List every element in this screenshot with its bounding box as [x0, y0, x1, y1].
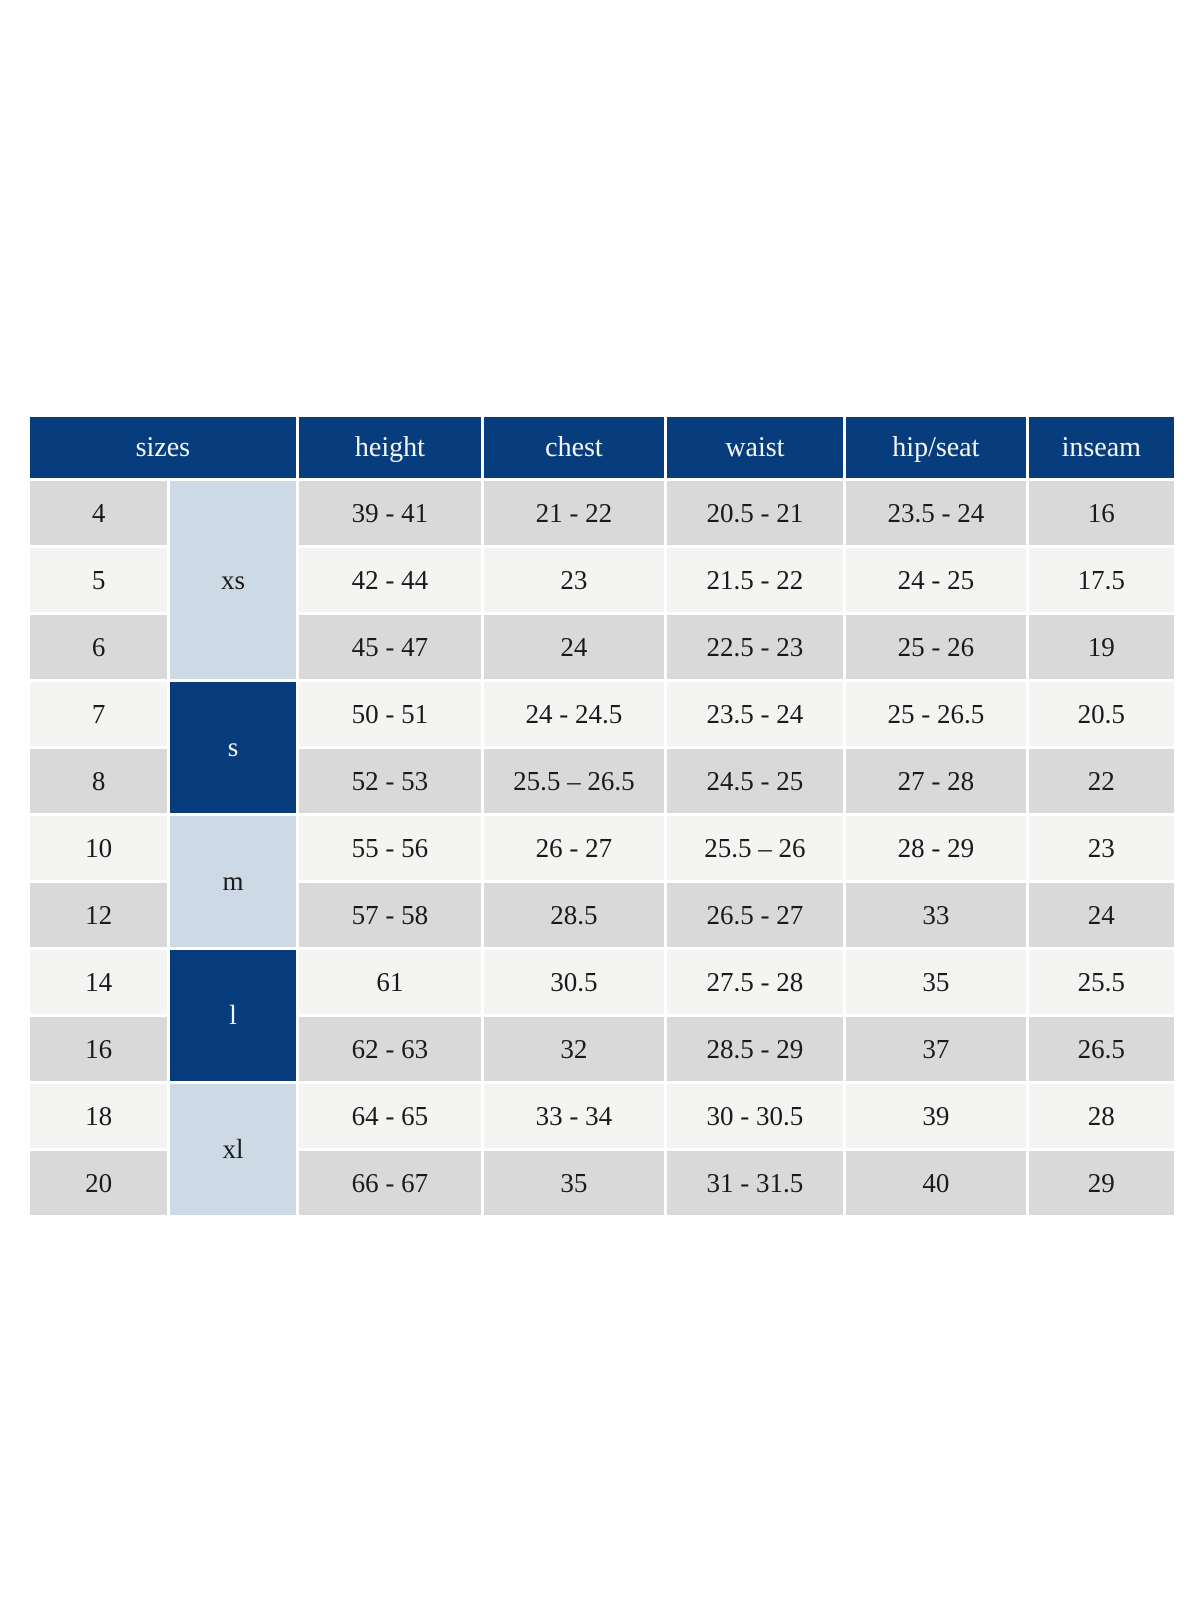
hip-seat-cell: 39: [846, 1084, 1026, 1148]
inseam-cell: 23: [1028, 816, 1174, 880]
inseam-cell: 25.5: [1028, 950, 1174, 1014]
waist-cell: 27.5 - 28: [666, 950, 844, 1014]
waist-cell: 25.5 – 26: [666, 816, 844, 880]
hip-seat-cell: 23.5 - 24: [846, 481, 1026, 545]
waist-cell: 28.5 - 29: [666, 1017, 844, 1081]
table-row-size-18: 18 xl 64 - 65 33 - 34 30 - 30.5 39 28: [30, 1084, 1174, 1215]
chest-cell: 35: [484, 1151, 664, 1215]
height-cell: 50 - 51: [298, 682, 482, 746]
chest-cell: 30.5: [484, 950, 664, 1014]
header-cell-sizes: sizes: [30, 417, 296, 478]
table-row-size-20: 20 66 - 67 35 31 - 31.5 40 29: [30, 1151, 1174, 1215]
table-row-size-12: 12 57 - 58 28.5 26.5 - 27 33 24: [30, 883, 1174, 947]
chest-cell: 26 - 27: [484, 816, 664, 880]
height-cell: 55 - 56: [298, 816, 482, 880]
height-cell: 62 - 63: [298, 1017, 482, 1081]
height-cell: 39 - 41: [298, 481, 482, 545]
waist-cell: 30 - 30.5: [666, 1084, 844, 1148]
header-cell-height: height: [298, 417, 482, 478]
height-cell: 64 - 65: [298, 1084, 482, 1148]
header-cell-hip-seat: hip/seat: [846, 417, 1026, 478]
waist-cell: 22.5 - 23: [666, 615, 844, 679]
inseam-cell: 28: [1028, 1084, 1174, 1148]
hip-seat-cell: 25 - 26.5: [846, 682, 1026, 746]
hip-seat-cell: 24 - 25: [846, 548, 1026, 612]
size-number-cell: 18: [30, 1084, 168, 1148]
height-cell: 45 - 47: [298, 615, 482, 679]
waist-cell: 20.5 - 21: [666, 481, 844, 545]
hip-seat-cell: 33: [846, 883, 1026, 947]
hip-seat-cell: 37: [846, 1017, 1026, 1081]
height-cell: 42 - 44: [298, 548, 482, 612]
chest-cell: 25.5 – 26.5: [484, 749, 664, 813]
table-row-size-7: 7 s 50 - 51 24 - 24.5 23.5 - 24 25 - 26.5 20.5: [30, 682, 1174, 813]
size-number-cell: 5: [30, 548, 168, 612]
height-cell: 57 - 58: [298, 883, 482, 947]
size-group-cell-l: l: [170, 950, 296, 1081]
inseam-cell: 20.5: [1028, 682, 1174, 746]
inseam-cell: 16: [1028, 481, 1174, 545]
size-number-cell: 6: [30, 615, 168, 679]
size-number-cell: 7: [30, 682, 168, 746]
hip-seat-cell: 35: [846, 950, 1026, 1014]
size-number-cell: 8: [30, 749, 168, 813]
size-group-cell-xs: xs: [170, 481, 296, 679]
size-number-cell: 16: [30, 1017, 168, 1081]
header-row: sizes height chest waist hip/seat inseam: [30, 417, 1174, 478]
waist-cell: 21.5 - 22: [666, 548, 844, 612]
table-row-size-6: 6 45 - 47 24 22.5 - 23 25 - 26 19: [30, 615, 1174, 679]
chest-cell: 24: [484, 615, 664, 679]
header-cell-waist: waist: [666, 417, 844, 478]
hip-seat-cell: 28 - 29: [846, 816, 1026, 880]
table-row-size-5: 5 42 - 44 23 21.5 - 22 24 - 25 17.5: [30, 548, 1174, 612]
inseam-cell: 17.5: [1028, 548, 1174, 612]
size-number-cell: 14: [30, 950, 168, 1014]
size-number-cell: 10: [30, 816, 168, 880]
waist-cell: 26.5 - 27: [666, 883, 844, 947]
hip-seat-cell: 40: [846, 1151, 1026, 1215]
inseam-cell: 24: [1028, 883, 1174, 947]
header-cell-inseam: inseam: [1028, 417, 1174, 478]
size-number-cell: 12: [30, 883, 168, 947]
size-chart-body: 4 xs 39 - 41 21 - 22 20.5 - 21 23.5 - 24 16 5 42…: [30, 481, 1174, 1215]
inseam-cell: 26.5: [1028, 1017, 1174, 1081]
size-chart-header: sizes height chest waist hip/seat inseam: [30, 417, 1174, 478]
table-row-size-14: 14 l 61 30.5 27.5 - 28 35 25.5: [30, 950, 1174, 1081]
inseam-cell: 19: [1028, 615, 1174, 679]
waist-cell: 23.5 - 24: [666, 682, 844, 746]
inseam-cell: 29: [1028, 1151, 1174, 1215]
chest-cell: 33 - 34: [484, 1084, 664, 1148]
size-number-cell: 20: [30, 1151, 168, 1215]
table-row-size-10: 10 m 55 - 56 26 - 27 25.5 – 26 28 - 29 23: [30, 816, 1174, 947]
chest-cell: 24 - 24.5: [484, 682, 664, 746]
chest-cell: 23: [484, 548, 664, 612]
waist-cell: 24.5 - 25: [666, 749, 844, 813]
size-group-cell-s: s: [170, 682, 296, 813]
header-cell-chest: chest: [484, 417, 664, 478]
size-number-cell: 4: [30, 481, 168, 545]
size-group-cell-m: m: [170, 816, 296, 947]
size-group-cell-xl: xl: [170, 1084, 296, 1215]
table-row-size-16: 16 62 - 63 32 28.5 - 29 37 26.5: [30, 1017, 1174, 1081]
chest-cell: 21 - 22: [484, 481, 664, 545]
hip-seat-cell: 27 - 28: [846, 749, 1026, 813]
chest-cell: 32: [484, 1017, 664, 1081]
chest-cell: 28.5: [484, 883, 664, 947]
inseam-cell: 22: [1028, 749, 1174, 813]
height-cell: 61: [298, 950, 482, 1014]
size-chart-table: sizes height chest waist hip/seat inseam 4 xs 3…: [27, 414, 1177, 1218]
hip-seat-cell: 25 - 26: [846, 615, 1026, 679]
waist-cell: 31 - 31.5: [666, 1151, 844, 1215]
table-row-size-4: 4 xs 39 - 41 21 - 22 20.5 - 21 23.5 - 24 16: [30, 481, 1174, 679]
height-cell: 66 - 67: [298, 1151, 482, 1215]
table-row-size-8: 8 52 - 53 25.5 – 26.5 24.5 - 25 27 - 28 22: [30, 749, 1174, 813]
height-cell: 52 - 53: [298, 749, 482, 813]
